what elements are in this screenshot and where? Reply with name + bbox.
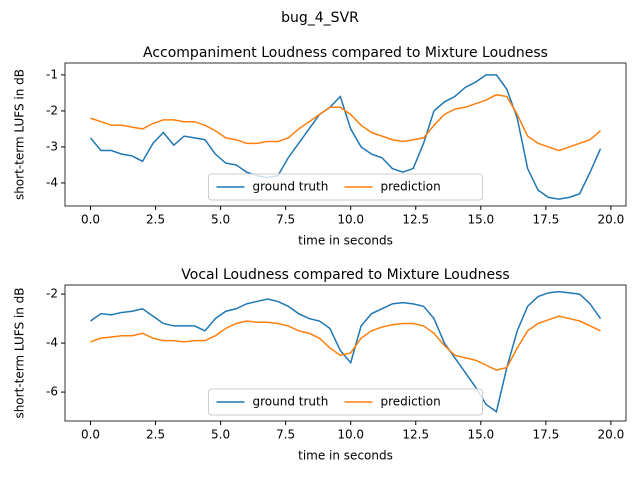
line-series xyxy=(90,93,601,152)
legend: ground truth prediction xyxy=(208,388,483,416)
x-tick-label: 2.5 xyxy=(146,428,165,442)
x-tick-label: 15.0 xyxy=(467,428,494,442)
y-tick-label: -6 xyxy=(46,385,58,399)
x-tick-label: 20.0 xyxy=(598,428,625,442)
subplot-title: Accompaniment Loudness compared to Mixtu… xyxy=(143,45,548,61)
x-tick-label: 20.0 xyxy=(598,213,625,227)
legend-label: prediction xyxy=(381,395,441,409)
x-axis-label: time in seconds xyxy=(298,449,393,463)
legend-label: ground truth xyxy=(253,395,329,409)
subplot-title: Vocal Loudness compared to Mixture Loudn… xyxy=(181,267,509,283)
line-series xyxy=(89,74,602,200)
axes-frame xyxy=(64,284,627,422)
x-tick-label: 5.0 xyxy=(211,213,230,227)
x-tick-label: 17.5 xyxy=(532,213,559,227)
line-series xyxy=(90,315,601,371)
x-axis-label: time in seconds xyxy=(298,234,393,248)
x-tick-label: 12.5 xyxy=(402,213,429,227)
legend-label: prediction xyxy=(381,180,441,194)
x-tick-label: 17.5 xyxy=(532,428,559,442)
y-tick-label: -2 xyxy=(46,287,58,301)
axes-frame xyxy=(64,62,627,207)
y-tick-label: -2 xyxy=(46,103,58,117)
legend-label: ground truth xyxy=(253,180,329,194)
x-tick-label: 15.0 xyxy=(467,213,494,227)
x-tick-label: 7.5 xyxy=(276,428,295,442)
x-tick-label: 0.0 xyxy=(81,428,100,442)
x-tick-label: 10.0 xyxy=(337,428,364,442)
y-axis-label: short-term LUFS in dB xyxy=(13,69,27,200)
y-tick-label: -4 xyxy=(46,336,58,350)
subplot: Vocal Loudness compared to Mixture Loudn… xyxy=(13,267,627,463)
x-tick-label: 2.5 xyxy=(146,213,165,227)
y-axis-label: short-term LUFS in dB xyxy=(13,287,27,418)
y-tick-label: -4 xyxy=(46,175,58,189)
figure-title: bug_4_SVR xyxy=(281,10,359,26)
x-tick-label: 7.5 xyxy=(276,213,295,227)
legend: ground truth prediction xyxy=(208,173,483,201)
subplot: Accompaniment Loudness compared to Mixtu… xyxy=(13,45,627,248)
x-tick-label: 12.5 xyxy=(402,428,429,442)
line-series xyxy=(90,290,602,413)
x-tick-label: 5.0 xyxy=(211,428,230,442)
y-tick-label: -1 xyxy=(46,67,58,81)
y-tick-label: -3 xyxy=(46,139,58,153)
x-tick-label: 0.0 xyxy=(81,213,100,227)
x-tick-label: 10.0 xyxy=(337,213,364,227)
